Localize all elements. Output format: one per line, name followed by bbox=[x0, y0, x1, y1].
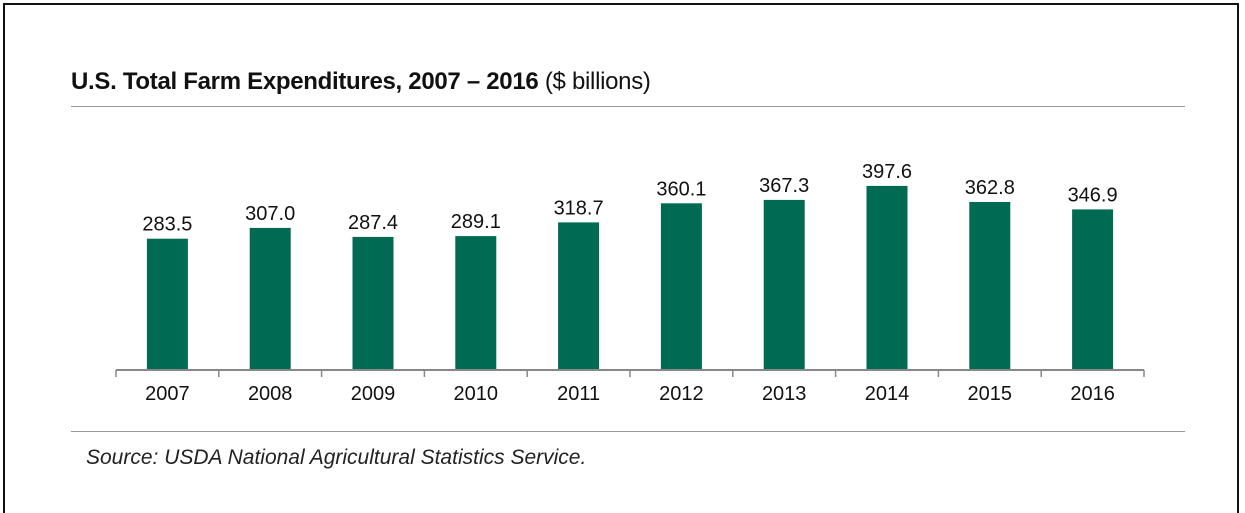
title-divider bbox=[71, 106, 1185, 107]
chart-frame bbox=[3, 3, 1239, 513]
bar bbox=[558, 222, 600, 370]
bar bbox=[660, 203, 702, 370]
bar bbox=[763, 199, 805, 370]
bar bbox=[1072, 209, 1114, 370]
bar bbox=[455, 236, 497, 370]
data-label: 307.0 bbox=[245, 203, 295, 225]
x-tick-label: 2014 bbox=[865, 383, 910, 405]
data-label: 283.5 bbox=[142, 214, 192, 236]
data-label: 397.6 bbox=[862, 161, 912, 183]
x-tick-label: 2011 bbox=[557, 383, 600, 405]
data-label: 289.1 bbox=[451, 211, 501, 233]
x-tick-label: 2007 bbox=[145, 383, 190, 405]
x-tick-label: 2012 bbox=[659, 383, 704, 405]
source-note: Source: USDA National Agricultural Stati… bbox=[86, 446, 587, 469]
bar bbox=[969, 202, 1011, 370]
chart-title-main: U.S. Total Farm Expenditures, 2007 – 201… bbox=[71, 68, 539, 95]
x-tick-label: 2015 bbox=[968, 383, 1013, 405]
x-tick-label: 2013 bbox=[762, 383, 807, 405]
bar bbox=[146, 238, 188, 370]
x-tick-label: 2008 bbox=[248, 383, 293, 405]
data-label: 367.3 bbox=[759, 175, 809, 197]
x-tick-label: 2009 bbox=[351, 383, 396, 405]
x-tick-label: 2016 bbox=[1070, 383, 1115, 405]
bar bbox=[352, 236, 394, 370]
data-label: 362.8 bbox=[965, 177, 1015, 199]
data-label: 287.4 bbox=[348, 212, 398, 234]
data-label: 346.9 bbox=[1068, 184, 1118, 206]
data-label: 318.7 bbox=[554, 197, 604, 219]
bar bbox=[249, 227, 291, 370]
x-tick-label: 2010 bbox=[454, 383, 499, 405]
chart-title: U.S. Total Farm Expenditures, 2007 – 201… bbox=[71, 68, 651, 96]
bar bbox=[866, 185, 908, 370]
source-divider bbox=[71, 431, 1185, 432]
data-label: 360.1 bbox=[656, 178, 706, 200]
chart-title-unit: ($ billions) bbox=[544, 68, 651, 95]
